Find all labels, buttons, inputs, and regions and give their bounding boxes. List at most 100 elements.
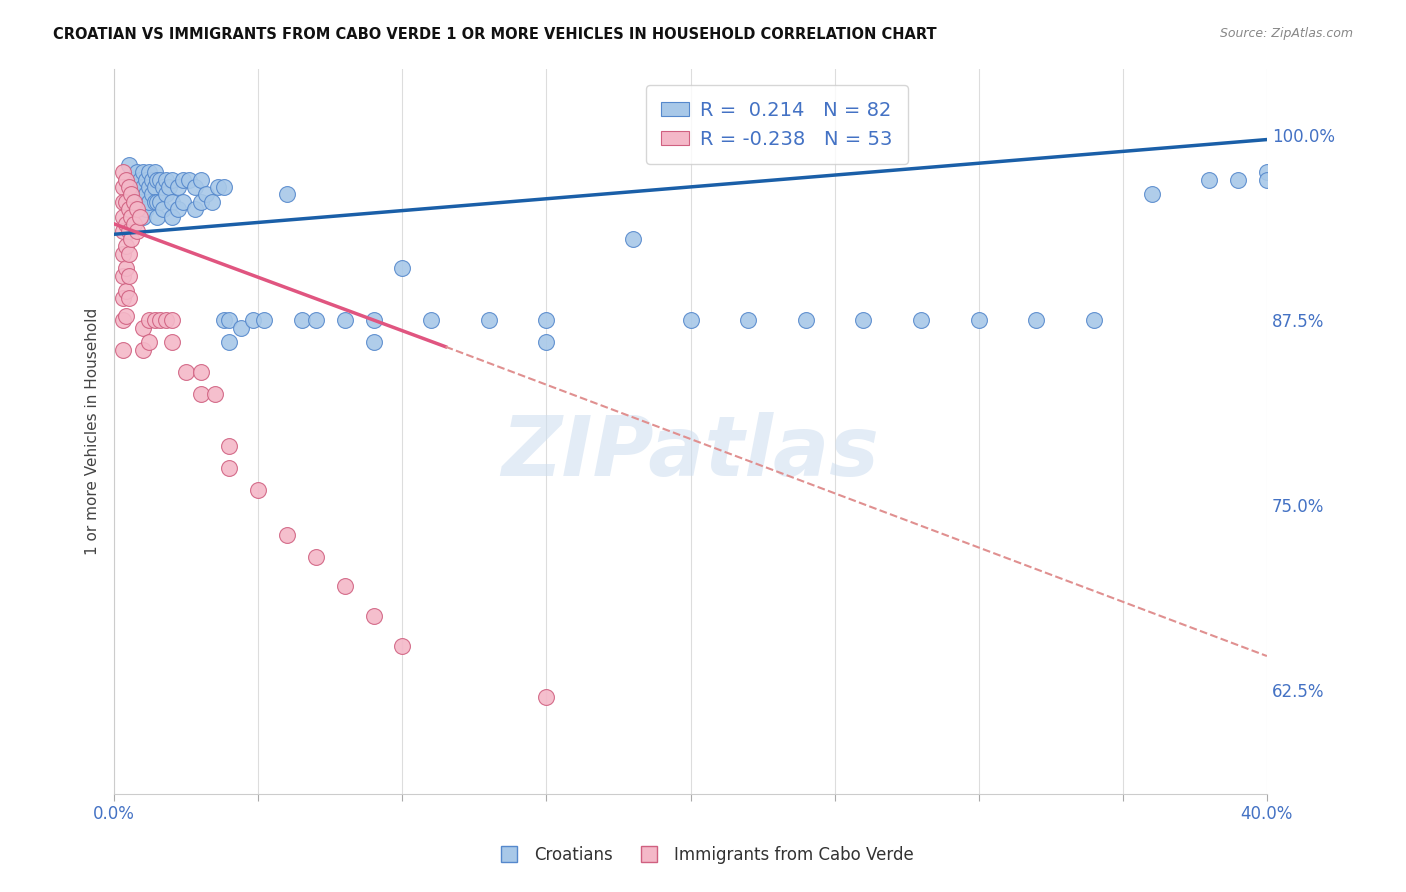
Point <box>117 291 139 305</box>
Point <box>127 194 149 209</box>
Point <box>212 313 235 327</box>
Point <box>111 268 134 283</box>
Point <box>290 313 312 327</box>
Point <box>172 194 194 209</box>
Point <box>160 210 183 224</box>
Point <box>391 261 413 276</box>
Point <box>333 313 356 327</box>
Point <box>207 180 229 194</box>
Point <box>190 194 212 209</box>
Point <box>333 579 356 593</box>
Point <box>229 320 252 334</box>
Point <box>117 268 139 283</box>
Point <box>157 180 180 194</box>
Point <box>111 246 134 260</box>
Point <box>152 202 174 216</box>
Point <box>276 187 298 202</box>
Point <box>114 217 136 231</box>
Point <box>114 194 136 209</box>
Point <box>132 343 155 357</box>
Point <box>1140 187 1163 202</box>
Point <box>135 187 157 202</box>
Point <box>212 180 235 194</box>
Point <box>391 639 413 653</box>
Point <box>111 224 134 238</box>
Point <box>166 202 188 216</box>
Point <box>536 313 558 327</box>
Point <box>132 180 155 194</box>
Point <box>117 180 139 194</box>
Point <box>1198 172 1220 186</box>
Point <box>117 246 139 260</box>
Point <box>160 335 183 350</box>
Point <box>172 172 194 186</box>
Point <box>143 180 166 194</box>
Point <box>218 461 240 475</box>
Point <box>218 335 240 350</box>
Point <box>420 313 443 327</box>
Point <box>138 313 160 327</box>
Point <box>195 187 218 202</box>
Point <box>363 313 385 327</box>
Point <box>132 194 155 209</box>
Point <box>117 158 139 172</box>
Point <box>138 194 160 209</box>
Point <box>1083 313 1105 327</box>
Point <box>146 194 169 209</box>
Point <box>127 224 149 238</box>
Point <box>794 313 817 327</box>
Point <box>124 180 146 194</box>
Point <box>149 313 172 327</box>
Point <box>146 172 169 186</box>
Point <box>218 439 240 453</box>
Point <box>276 527 298 541</box>
Text: Source: ZipAtlas.com: Source: ZipAtlas.com <box>1219 27 1353 40</box>
Point <box>111 165 134 179</box>
Point <box>129 194 152 209</box>
Point <box>160 172 183 186</box>
Point <box>478 313 501 327</box>
Point <box>184 202 207 216</box>
Point <box>160 194 183 209</box>
Point <box>737 313 759 327</box>
Point <box>152 180 174 194</box>
Point <box>111 180 134 194</box>
Point <box>121 187 143 202</box>
Point <box>127 165 149 179</box>
Point <box>121 232 143 246</box>
Point <box>124 217 146 231</box>
Point <box>166 180 188 194</box>
Point <box>174 365 197 379</box>
Point <box>1256 165 1278 179</box>
Point <box>114 309 136 323</box>
Point <box>129 210 152 224</box>
Legend: R =  0.214   N = 82, R = -0.238   N = 53: R = 0.214 N = 82, R = -0.238 N = 53 <box>645 86 908 164</box>
Point <box>155 313 177 327</box>
Point <box>201 194 224 209</box>
Point <box>114 261 136 276</box>
Point <box>114 239 136 253</box>
Point <box>121 172 143 186</box>
Point <box>129 172 152 186</box>
Point <box>190 387 212 401</box>
Point <box>117 224 139 238</box>
Point <box>536 335 558 350</box>
Y-axis label: 1 or more Vehicles in Household: 1 or more Vehicles in Household <box>86 308 100 555</box>
Point <box>363 609 385 624</box>
Point <box>141 172 163 186</box>
Point <box>184 180 207 194</box>
Point <box>967 313 990 327</box>
Point <box>111 210 134 224</box>
Point <box>143 313 166 327</box>
Point <box>135 202 157 216</box>
Point <box>253 313 276 327</box>
Point <box>132 210 155 224</box>
Point <box>305 549 328 564</box>
Point <box>179 172 201 186</box>
Point <box>204 387 226 401</box>
Point <box>1227 172 1250 186</box>
Point <box>160 313 183 327</box>
Point <box>247 483 270 498</box>
Point <box>124 194 146 209</box>
Point <box>155 172 177 186</box>
